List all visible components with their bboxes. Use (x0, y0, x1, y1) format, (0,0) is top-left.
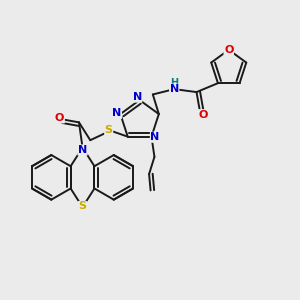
Text: O: O (198, 110, 208, 120)
Text: N: N (112, 108, 122, 118)
Text: H: H (170, 78, 178, 88)
Text: O: O (224, 45, 233, 55)
Text: N: N (78, 145, 87, 155)
Text: N: N (150, 132, 160, 142)
Text: O: O (55, 113, 64, 123)
Text: S: S (79, 202, 86, 212)
Text: N: N (133, 92, 142, 102)
Text: S: S (105, 125, 113, 135)
Text: N: N (169, 84, 179, 94)
